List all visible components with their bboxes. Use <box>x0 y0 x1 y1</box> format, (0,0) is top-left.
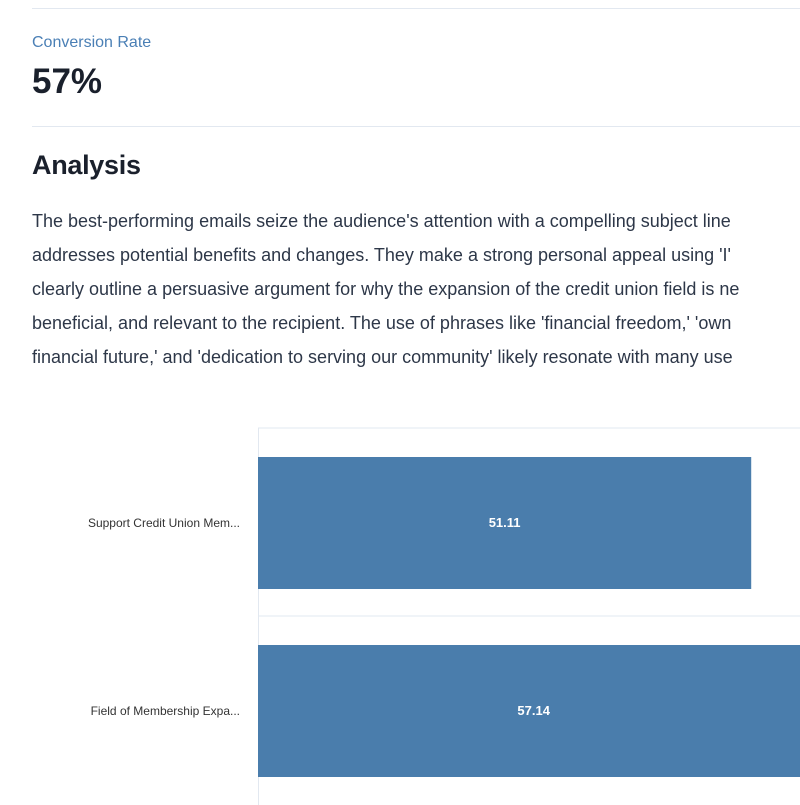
analysis-line: financial future,' and 'dedication to se… <box>32 347 733 367</box>
top-divider <box>32 8 800 9</box>
section-divider <box>32 126 800 127</box>
chart-category-tick-label: Support Credit Union Mem... <box>88 516 240 530</box>
analysis-title: Analysis <box>32 150 141 180</box>
analysis-line: addresses potential benefits and changes… <box>32 245 731 265</box>
analysis-line: clearly outline a persuasive argument fo… <box>32 279 740 299</box>
analysis-line: beneficial, and relevant to the recipien… <box>32 313 732 333</box>
conversion-rate-value: 57% <box>32 62 103 101</box>
chart-category-tick-label: Field of Membership Expa... <box>91 704 240 718</box>
chart-bar-value-label: 51.11 <box>489 515 521 530</box>
analysis-text: The best-performing emails seize the aud… <box>32 0 800 380</box>
chart-bar <box>258 457 752 589</box>
chart-bar-value-label: 57.14 <box>517 703 550 718</box>
conversion-rate-label: Conversion Rate <box>32 34 152 51</box>
chart-bar <box>258 645 800 777</box>
analysis-line: The best-performing emails seize the aud… <box>32 211 731 231</box>
